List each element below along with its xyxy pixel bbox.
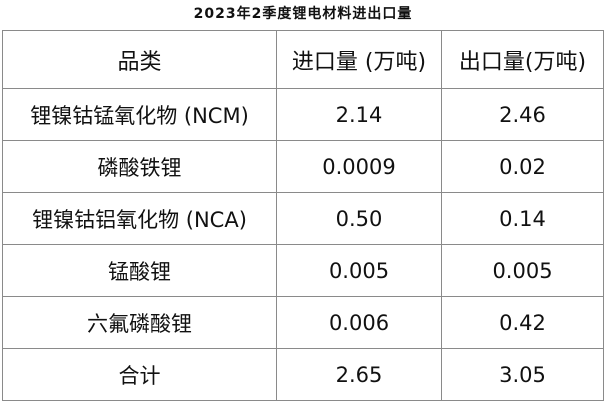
cell-export: 0.14 bbox=[441, 192, 604, 245]
cell-export: 3.05 bbox=[441, 348, 604, 401]
cell-category: 锰酸锂 bbox=[2, 244, 277, 297]
cell-category: 磷酸铁锂 bbox=[2, 140, 277, 193]
table-row: 六氟磷酸锂 0.006 0.42 bbox=[2, 296, 604, 349]
cell-category: 六氟磷酸锂 bbox=[2, 296, 277, 349]
header-category: 品类 bbox=[2, 30, 277, 89]
cell-import: 0.50 bbox=[276, 192, 442, 245]
table-row: 锂镍钴锰氧化物 (NCM) 2.14 2.46 bbox=[2, 88, 604, 141]
cell-import: 2.14 bbox=[276, 88, 442, 141]
header-row: 品类 进口量 (万吨) 出口量(万吨) bbox=[2, 30, 604, 89]
data-table: 品类 进口量 (万吨) 出口量(万吨) 锂镍钴锰氧化物 (NCM) 2.14 2.4… bbox=[2, 30, 604, 401]
header-import: 进口量 (万吨) bbox=[276, 30, 442, 89]
cell-import: 2.65 bbox=[276, 348, 442, 401]
cell-category: 锂镍钴锰氧化物 (NCM) bbox=[2, 88, 277, 141]
cell-import: 0.006 bbox=[276, 296, 442, 349]
cell-export: 2.46 bbox=[441, 88, 604, 141]
cell-export: 0.005 bbox=[441, 244, 604, 297]
cell-export: 0.02 bbox=[441, 140, 604, 193]
table-title: 2023年2季度锂电材料进出口量 bbox=[193, 6, 413, 22]
cell-category: 合计 bbox=[2, 348, 277, 401]
table-row: 锰酸锂 0.005 0.005 bbox=[2, 244, 604, 297]
cell-import: 0.0009 bbox=[276, 140, 442, 193]
cell-export: 0.42 bbox=[441, 296, 604, 349]
table-row: 锂镍钴铝氧化物 (NCA) 0.50 0.14 bbox=[2, 192, 604, 245]
table-row: 磷酸铁锂 0.0009 0.02 bbox=[2, 140, 604, 193]
cell-category: 锂镍钴铝氧化物 (NCA) bbox=[2, 192, 277, 245]
cell-import: 0.005 bbox=[276, 244, 442, 297]
table-row: 合计 2.65 3.05 bbox=[2, 348, 604, 401]
header-export: 出口量(万吨) bbox=[441, 30, 604, 89]
